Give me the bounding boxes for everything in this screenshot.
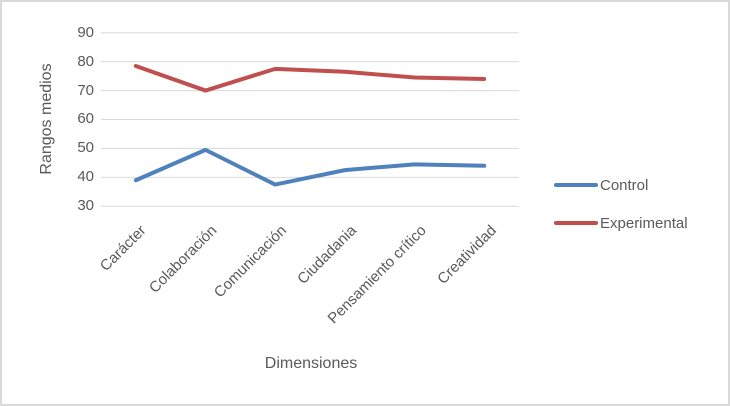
control-line-swatch xyxy=(554,183,598,187)
legend-item-control: Control xyxy=(554,171,648,199)
gridlines xyxy=(101,32,519,207)
experimental-line-swatch xyxy=(554,221,598,225)
y-tick-label: 70 xyxy=(77,82,94,99)
y-tick-label: 30 xyxy=(77,197,94,214)
y-tick-label: 90 xyxy=(77,24,94,41)
control-line xyxy=(133,147,487,187)
y-tick-label: 40 xyxy=(77,168,94,185)
legend-item-experimental: Experimental xyxy=(554,209,688,237)
y-axis-title: Rangos medios xyxy=(38,63,55,175)
experimental-line xyxy=(133,63,487,93)
legend-label-control: Control xyxy=(600,176,649,194)
x-axis-title: Dimensiones xyxy=(264,355,358,372)
legend-label-experimental: Experimental xyxy=(600,214,688,232)
y-tick-label: 80 xyxy=(77,53,94,70)
y-tick-label: 60 xyxy=(77,110,94,127)
y-tick-label: 50 xyxy=(77,139,94,156)
